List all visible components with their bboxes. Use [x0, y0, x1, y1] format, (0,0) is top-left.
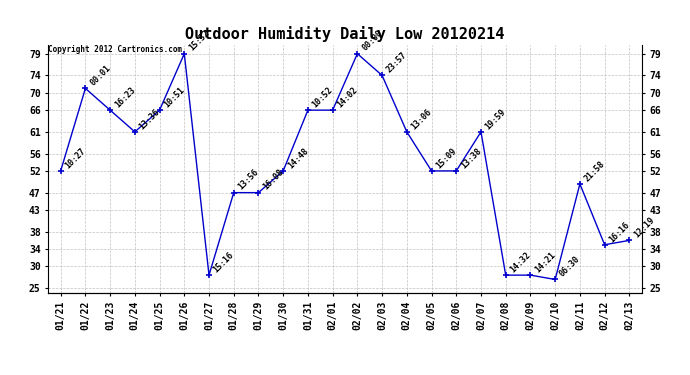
Text: 16:16: 16:16 [607, 220, 631, 244]
Text: 12:19: 12:19 [632, 216, 656, 240]
Title: Outdoor Humidity Daily Low 20120214: Outdoor Humidity Daily Low 20120214 [186, 27, 504, 42]
Text: 16:08: 16:08 [262, 168, 285, 192]
Text: 19:59: 19:59 [484, 107, 508, 131]
Text: 21:58: 21:58 [582, 159, 607, 183]
Text: 13:38: 13:38 [459, 146, 483, 170]
Text: 10:27: 10:27 [63, 146, 88, 170]
Text: 14:02: 14:02 [335, 85, 359, 109]
Text: 14:21: 14:21 [533, 250, 558, 274]
Text: 15:16: 15:16 [212, 250, 236, 274]
Text: 14:48: 14:48 [286, 146, 310, 170]
Text: 06:30: 06:30 [558, 255, 582, 279]
Text: 13:36: 13:36 [137, 107, 161, 131]
Text: 10:51: 10:51 [162, 85, 186, 109]
Text: 00:01: 00:01 [88, 64, 112, 88]
Text: 16:23: 16:23 [113, 85, 137, 109]
Text: 14:32: 14:32 [509, 250, 533, 274]
Text: 23:57: 23:57 [385, 51, 409, 75]
Text: 13:56: 13:56 [237, 168, 261, 192]
Text: 13:06: 13:06 [410, 107, 433, 131]
Text: Copyright 2012 Cartronics.com: Copyright 2012 Cartronics.com [48, 45, 182, 54]
Text: 15:52: 15:52 [187, 29, 211, 53]
Text: 00:00: 00:00 [360, 29, 384, 53]
Text: 10:52: 10:52 [310, 85, 335, 109]
Text: 15:09: 15:09 [434, 146, 458, 170]
